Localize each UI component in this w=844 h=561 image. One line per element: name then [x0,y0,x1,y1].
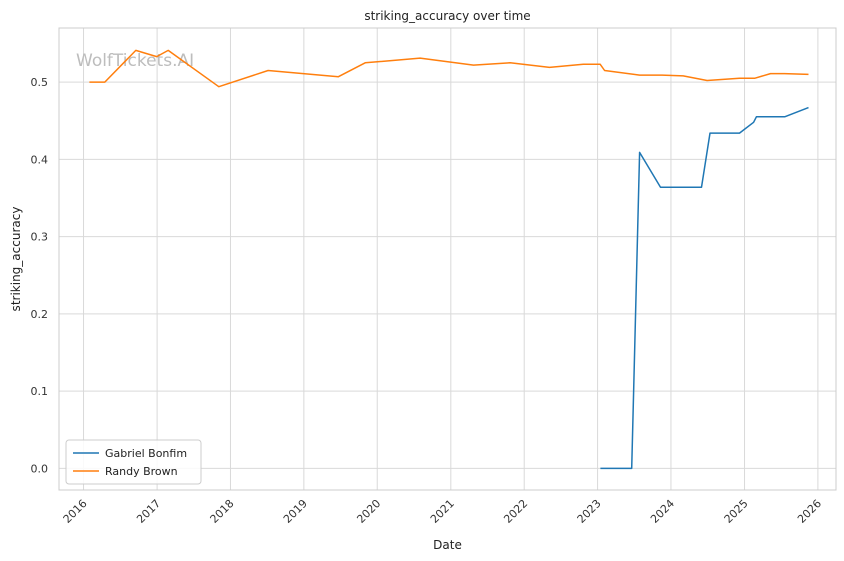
y-axis-label: striking_accuracy [9,207,23,312]
x-tick-label: 2021 [428,497,457,526]
y-tick-label: 0.5 [31,76,49,89]
x-axis-label: Date [433,538,462,552]
x-tick-label: 2016 [61,497,90,526]
x-tick-label: 2024 [648,497,677,526]
legend-label-randy-brown: Randy Brown [105,465,178,478]
legend-box [65,439,202,485]
x-tick-label: 2017 [134,497,163,526]
y-tick-label: 0.4 [31,153,49,166]
watermark-text: WolfTickets.AI [76,51,194,71]
legend: Gabriel Bonfim Randy Brown [65,439,202,485]
x-tick-label: 2023 [575,497,604,526]
y-tick-label: 0.2 [31,308,49,321]
chart-title: striking_accuracy over time [364,9,530,23]
plot-frame [58,27,837,491]
grid [59,28,836,490]
x-tick-label: 2026 [795,497,824,526]
series-layer [89,49,809,470]
x-tick-label: 2022 [501,497,530,526]
x-tick-label: 2019 [281,497,310,526]
series-line-randy-brown [89,49,809,88]
x-tick-label: 2018 [208,497,237,526]
series-line-gabriel-bonfim [600,106,809,470]
x-tick-label: 2020 [354,497,383,526]
y-tick-label: 0.3 [31,231,49,244]
x-tick-label: 2025 [722,497,751,526]
y-tick-label: 0.0 [31,462,49,475]
y-tick-label: 0.1 [31,385,49,398]
legend-label-gabriel-bonfim: Gabriel Bonfim [105,447,187,460]
